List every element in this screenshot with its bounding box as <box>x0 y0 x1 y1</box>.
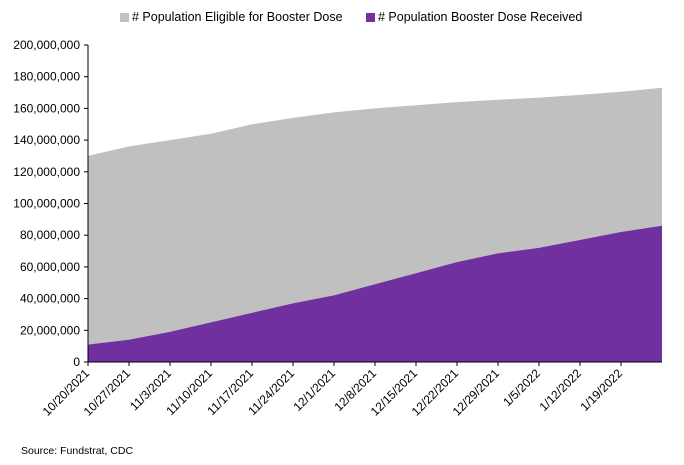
x-tick-label: 1/19/2022 <box>577 366 625 414</box>
legend-label-received: # Population Booster Dose Received <box>378 10 583 24</box>
chart-areas <box>88 87 662 363</box>
y-tick-label: 20,000,000 <box>20 323 80 337</box>
y-tick-label: 140,000,000 <box>13 133 80 147</box>
y-tick-label: 80,000,000 <box>20 228 80 242</box>
legend-swatch-received <box>366 12 375 22</box>
chart-legend: # Population Eligible for Booster Dose #… <box>0 10 684 30</box>
y-tick-label: 0 <box>73 355 80 369</box>
y-axis-ticks: 0 20,000,000 40,000,000 60,000,000 80,000,00… <box>13 38 88 369</box>
source-note: Source: Fundstrat, CDC <box>21 445 134 457</box>
legend-swatch-eligible <box>120 12 129 22</box>
x-axis-ticks: 10/20/202110/27/202111/3/202111/10/20211… <box>40 362 625 419</box>
y-tick-label: 100,000,000 <box>13 197 80 211</box>
y-tick-label: 120,000,000 <box>13 165 80 179</box>
legend-item-eligible: # Population Eligible for Booster Dose <box>120 10 343 24</box>
y-tick-label: 200,000,000 <box>13 38 80 52</box>
y-tick-label: 180,000,000 <box>13 70 80 84</box>
x-tick-label: 1/12/2022 <box>536 366 584 414</box>
legend-label-eligible: # Population Eligible for Booster Dose <box>132 10 343 24</box>
y-tick-label: 40,000,000 <box>20 292 80 306</box>
x-tick-label: 12/1/2021 <box>290 366 338 414</box>
area-series-1 <box>88 225 662 362</box>
y-tick-label: 60,000,000 <box>20 260 80 274</box>
legend-item-received: # Population Booster Dose Received <box>366 10 582 24</box>
y-tick-label: 160,000,000 <box>13 101 80 115</box>
